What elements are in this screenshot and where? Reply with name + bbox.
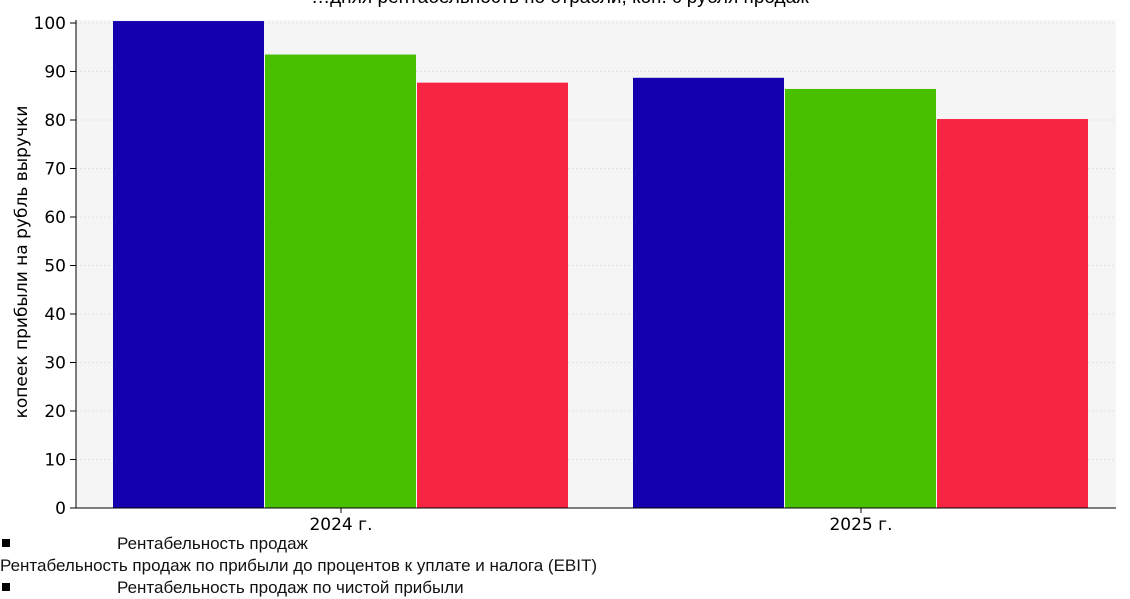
y-tick-label: 60 [44,208,66,228]
bar [113,21,264,509]
x-tick-label: 2024 г. [309,515,372,535]
legend-item: Рентабельность продаж по чистой прибыли [0,577,1130,599]
x-tick-label: 2025 г. [829,515,892,535]
bar [417,82,568,508]
legend-label: Рентабельность продаж по прибыли до проц… [0,556,598,575]
y-tick-label: 40 [44,305,66,325]
bars [113,21,1088,509]
y-tick-label: 100 [34,14,66,34]
legend: Рентабельность продаж Рентабельность про… [0,533,1130,599]
legend-label: Рентабельность продаж по чистой прибыли [117,578,464,597]
y-tick-label: 10 [44,451,66,471]
bar [785,88,936,509]
legend-label: Рентабельность продаж [117,534,308,553]
bar [633,77,784,509]
y-axis-label: копеек прибыли на рубль выручки [12,106,32,419]
y-tick-label: 70 [44,160,66,180]
bar [937,119,1088,508]
bar [265,54,416,509]
y-tick-label: 0 [55,499,66,519]
legend-item: Рентабельность продаж по прибыли до проц… [0,555,1130,577]
axes: 0 10 20 30 40 50 60 70 80 90 100 2024 г. 2025 г. [34,14,1116,535]
y-tick-label: 50 [44,257,66,277]
y-tick-label: 30 [44,354,66,374]
legend-marker-icon [2,583,10,591]
y-tick-label: 80 [44,111,66,131]
bar-chart: …дняя рентабельность по отрасли, коп. с … [12,0,1116,535]
y-tick-label: 90 [44,63,66,83]
legend-item: Рентабельность продаж [0,533,1130,555]
chart-title: …дняя рентабельность по отрасли, коп. с … [311,0,809,8]
legend-marker-icon [2,539,10,547]
chart-canvas: …дняя рентабельность по отрасли, коп. с … [12,0,1116,535]
y-tick-label: 20 [44,402,66,422]
